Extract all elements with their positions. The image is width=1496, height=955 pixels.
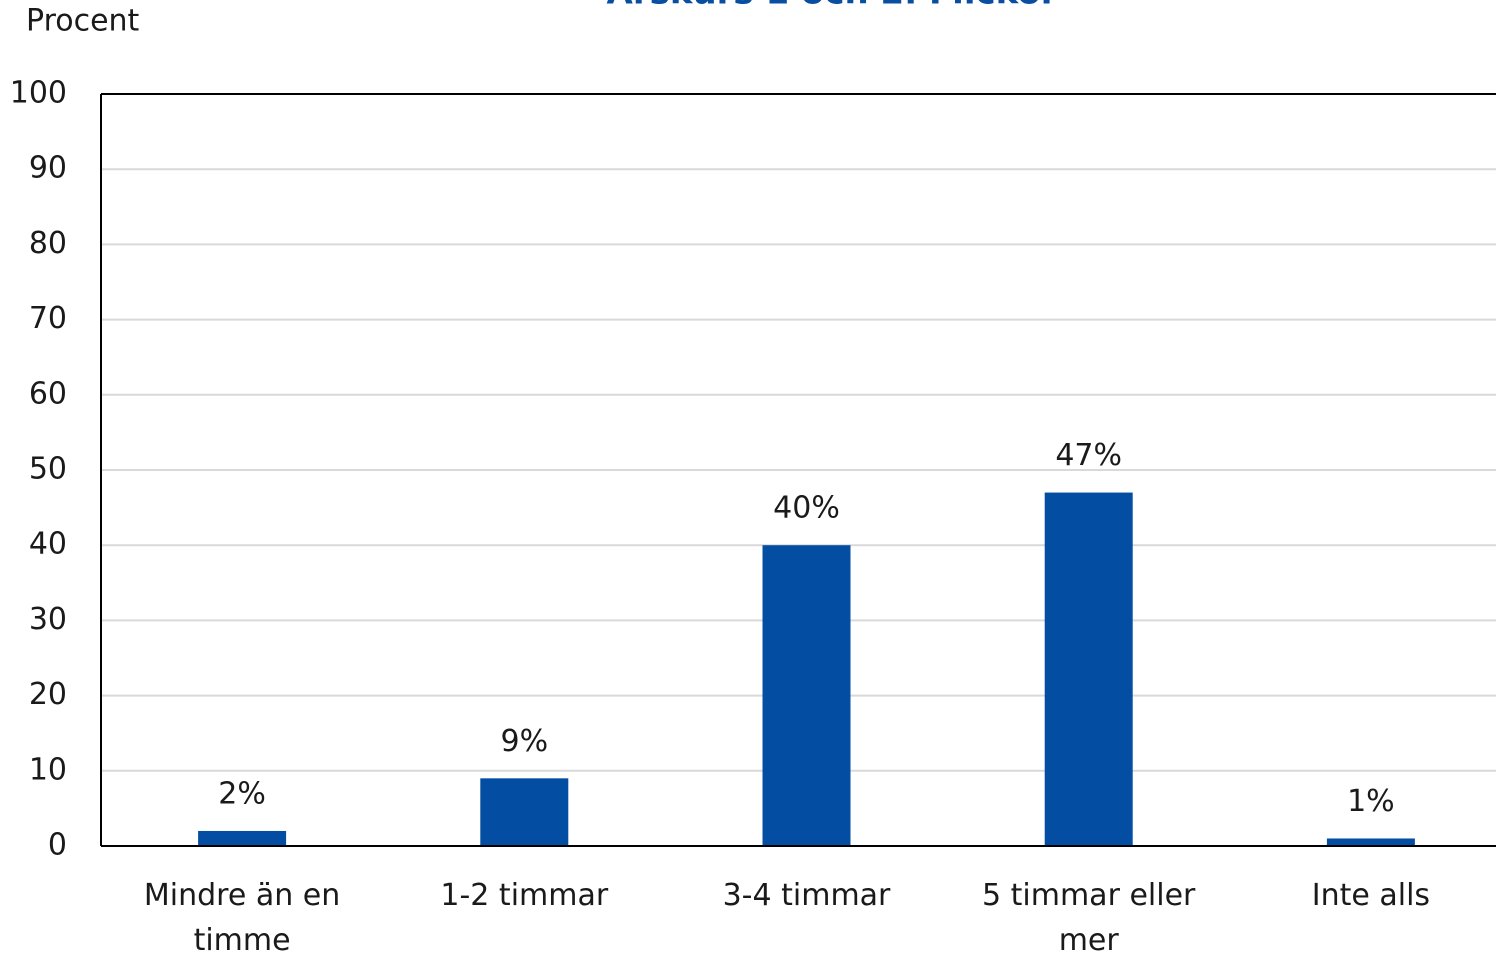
bar	[1044, 492, 1133, 846]
y-tick-label: 80	[29, 226, 67, 261]
y-tick-label: 40	[29, 527, 67, 562]
y-tick-label: 60	[29, 376, 67, 411]
data-label: 1%	[1347, 784, 1395, 819]
y-tick-label: 10	[29, 752, 67, 787]
x-tick-label: 5 timmar eller mer	[982, 878, 1196, 955]
y-tick-label: 30	[29, 602, 67, 637]
y-tick-label: 0	[48, 828, 67, 863]
y-tick-label: 90	[29, 151, 67, 186]
y-tick-label: 100	[10, 76, 67, 111]
y-tick-label: 20	[29, 677, 67, 712]
data-label: 2%	[218, 776, 266, 811]
data-label: 9%	[501, 724, 549, 759]
chart-title: Årskurs 1 och 2. Flickor	[607, 0, 1058, 13]
y-axis-label: Procent	[26, 4, 140, 39]
bar	[762, 545, 851, 846]
data-label: 47%	[1055, 438, 1122, 473]
bar	[198, 830, 287, 846]
y-tick-label: 70	[29, 301, 67, 336]
x-tick-label: Inte alls	[1312, 878, 1430, 913]
y-tick-label: 50	[29, 452, 67, 487]
x-tick-label: 3-4 timmar	[723, 878, 891, 913]
data-label: 40%	[773, 491, 840, 526]
x-tick-label: Mindre än en timme	[144, 878, 340, 955]
x-tick-label: 1-2 timmar	[440, 878, 608, 913]
bar	[480, 778, 569, 846]
bar	[1326, 838, 1415, 846]
